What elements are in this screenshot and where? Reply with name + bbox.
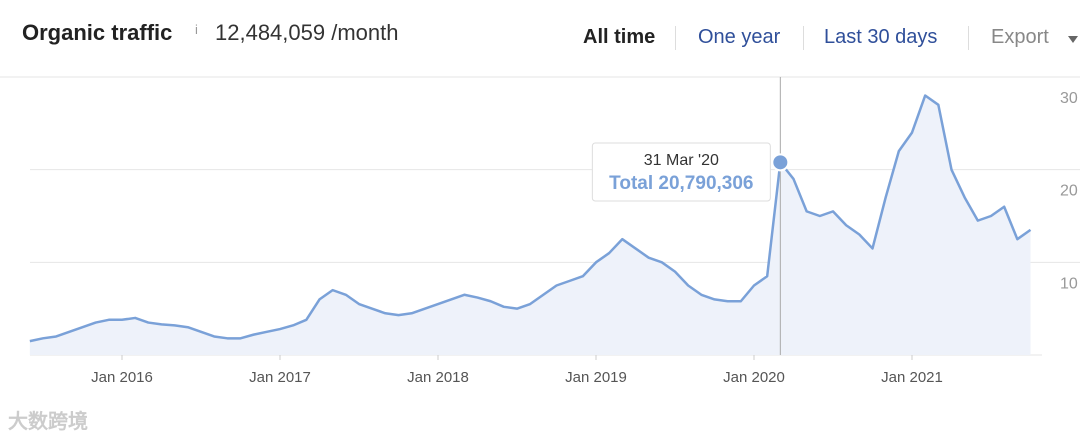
y-tick-label: 20	[1060, 183, 1078, 200]
total: 12,484,059 /month	[215, 20, 399, 45]
x-tick-label: Jan 2019	[565, 369, 627, 386]
title: Organic traffic	[22, 20, 173, 45]
area	[29, 95, 1031, 356]
tooltip-date: 31 Mar '20	[644, 152, 719, 169]
export-button[interactable]: Export	[991, 26, 1049, 48]
x-tick-label: Jan 2016	[91, 369, 153, 386]
divider	[803, 26, 804, 50]
range-button[interactable]: Last 30 days	[824, 26, 938, 48]
tooltip-value: Total 20,790,306	[609, 173, 753, 194]
range-button[interactable]: All time	[583, 26, 656, 48]
y-tick-label: 30	[1060, 90, 1078, 107]
x-tick-label: Jan 2020	[723, 369, 785, 386]
x-tick-label: Jan 2017	[249, 369, 311, 386]
export-arrow	[1068, 36, 1078, 43]
x-tick-label: Jan 2018	[407, 369, 469, 386]
y-tick-label: 10	[1060, 275, 1078, 292]
line	[29, 94, 1032, 343]
divider	[968, 26, 969, 50]
info-icon[interactable]: i	[195, 22, 198, 37]
watermark: 大数跨境	[8, 411, 88, 433]
divider	[675, 26, 676, 50]
hover-point	[771, 153, 790, 172]
tooltip-box	[591, 142, 771, 202]
x-tick-label: Jan 2021	[881, 369, 943, 386]
range-button[interactable]: One year	[698, 26, 781, 48]
